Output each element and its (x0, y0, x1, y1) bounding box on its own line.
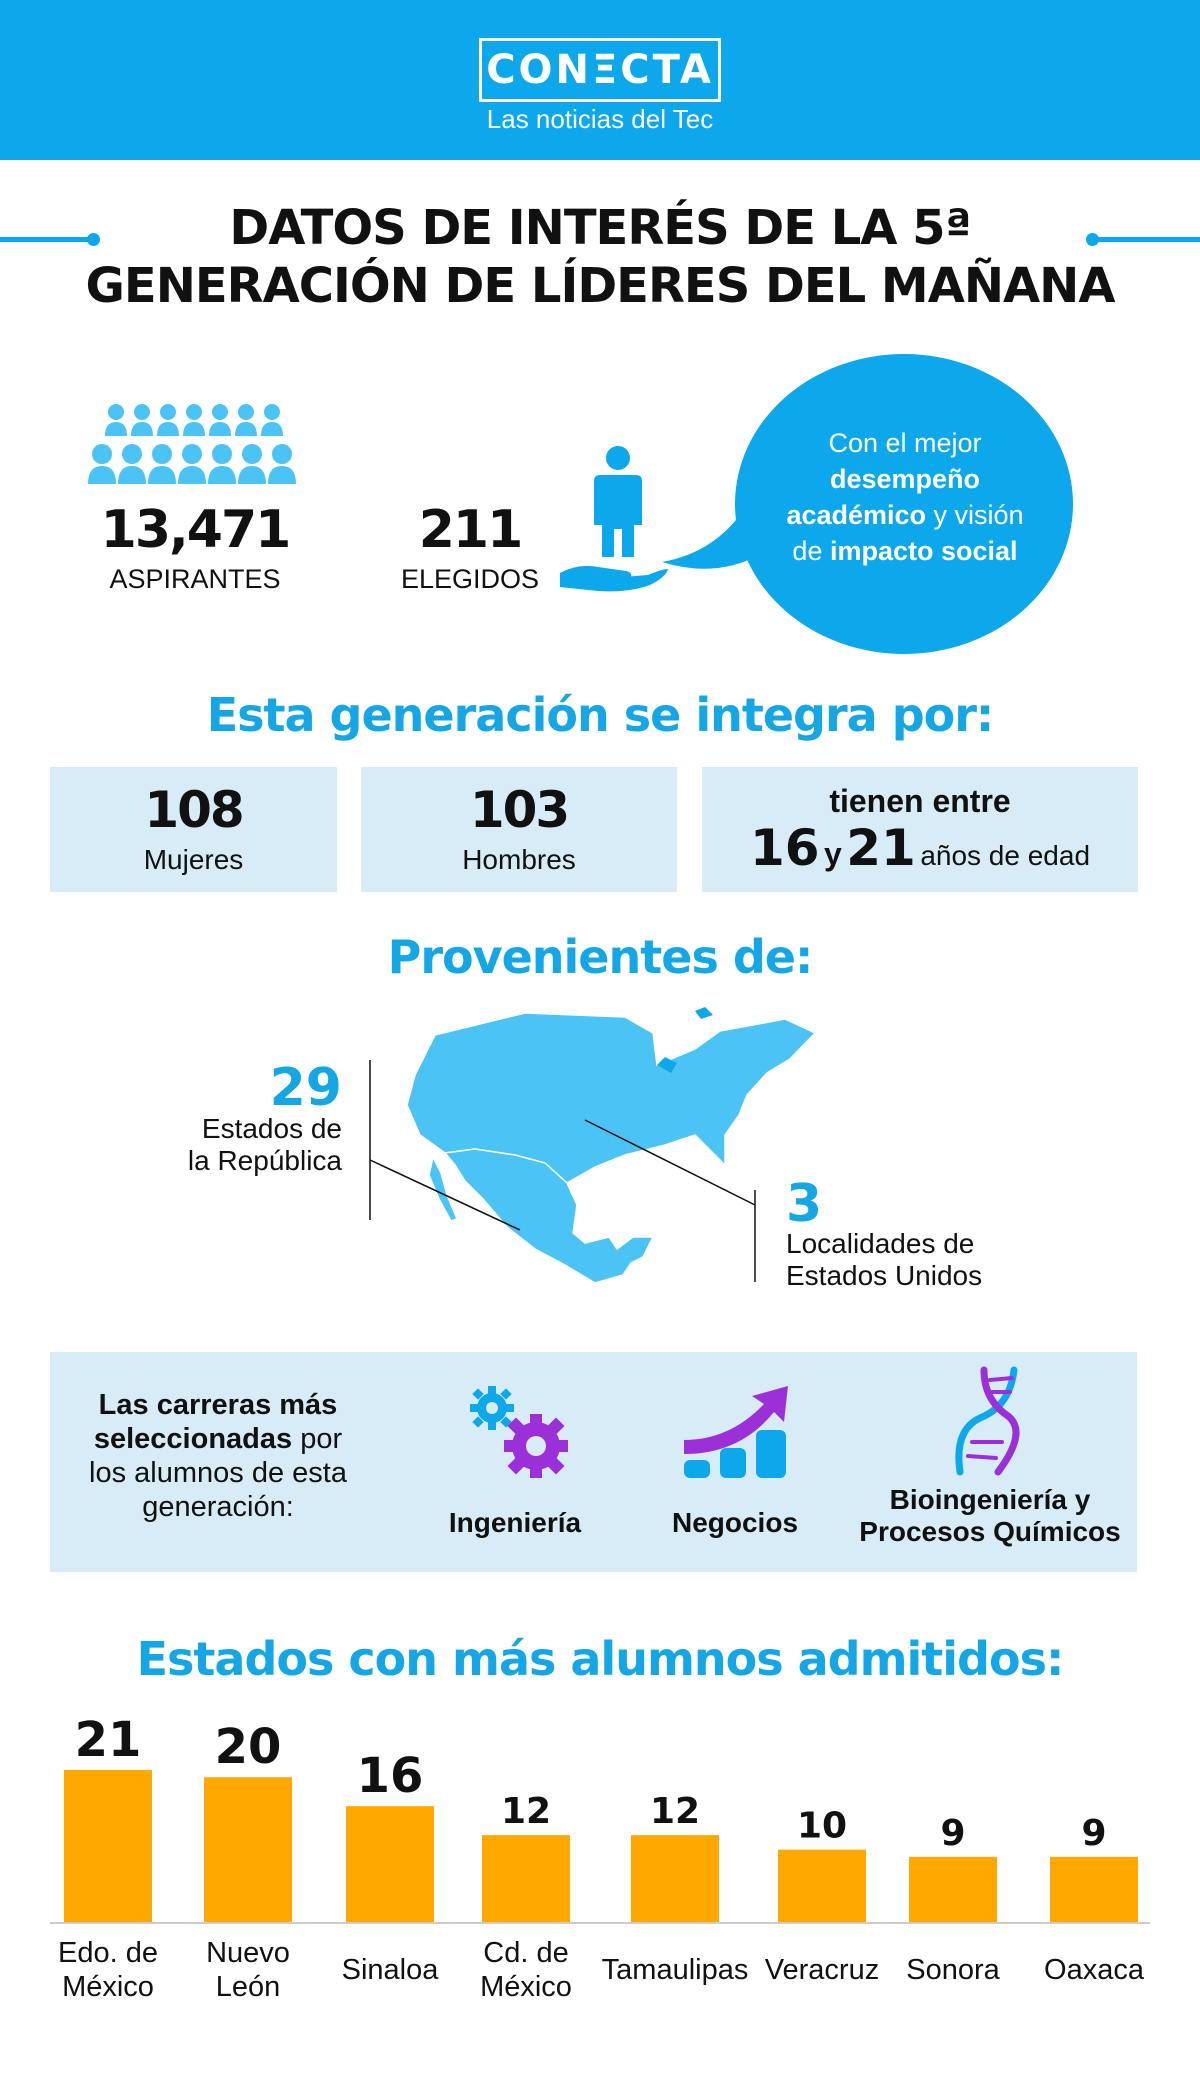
bar-1 (204, 1777, 292, 1922)
selected-count: 211 (418, 500, 524, 560)
careers-box: Las carreras más seleccionadas por los a… (50, 1352, 1137, 1572)
usa-locations-label: Localidades de Estados Unidos (786, 1228, 983, 1291)
men-count: 103 (469, 781, 570, 839)
title-dot-left (87, 233, 100, 246)
header-banner: CONΞCTA Las noticias del Tec (0, 0, 1200, 160)
dna-icon (955, 1366, 1020, 1476)
career-bioengineering-label: Bioingeniería y Procesos Químicos (859, 1484, 1121, 1547)
selected-label: ELEGIDOS (400, 564, 540, 594)
growth-chart-icon (684, 1386, 788, 1478)
person-in-hand-icon (560, 446, 668, 592)
age-range: 16 y 21 años de edad (749, 819, 1091, 877)
bar-value-3: 12 (501, 1791, 551, 1832)
category-label-7: Oaxaca (1044, 1954, 1144, 1986)
age-box: tienen entre 16 y 21 años de edad (702, 767, 1138, 892)
conecta-logo[interactable]: CONΞCTA (479, 38, 721, 102)
category-label-6: Sonora (906, 1954, 1000, 1986)
bar-value-4: 12 (650, 1791, 700, 1832)
men-label: Hombres (462, 844, 576, 875)
bubble-text: Con el mejor desempeño académico y visió… (786, 428, 1024, 566)
title-dot-right (1086, 233, 1099, 246)
mexico-states-label: Estados de la República (187, 1113, 342, 1176)
usa-locations-count: 3 (786, 1174, 823, 1234)
crowd-icon (88, 404, 296, 484)
career-engineering-label: Ingeniería (448, 1507, 582, 1538)
women-box: 108 Mujeres (50, 767, 337, 892)
bar-value-7: 9 (1081, 1813, 1106, 1854)
category-label-2: Sinaloa (341, 1954, 439, 1986)
logo-subtitle: Las noticias del Tec (486, 104, 714, 134)
category-label-0: Edo. de México (58, 1937, 158, 2003)
bar-value-1: 20 (215, 1719, 282, 1775)
bar-2 (346, 1806, 434, 1922)
category-label-5: Veracruz (764, 1954, 880, 1986)
title-rule-right (1095, 237, 1200, 242)
careers-intro: Las carreras más seleccionadas por los a… (89, 1389, 347, 1523)
women-count: 108 (144, 781, 244, 839)
bar-4 (631, 1835, 719, 1922)
applicants-label: ASPIRANTES (109, 564, 281, 594)
north-america-map (406, 1007, 817, 1284)
speech-bubble (735, 354, 1073, 654)
category-label-4: Tamaulipas (601, 1954, 749, 1986)
women-label: Mujeres (143, 844, 244, 875)
bar-5 (778, 1849, 866, 1922)
states-bar-chart: 21 20 16 12 12 10 9 9 (50, 1712, 1150, 1924)
page-title-line1: DATOS DE INTERÉS DE LA 5ª (229, 200, 971, 256)
bar-0 (64, 1770, 152, 1922)
applicants-count: 13,471 (100, 500, 292, 560)
gears-icon (470, 1386, 568, 1478)
category-label-1: Nuevo León (206, 1937, 290, 2003)
age-intro: tienen entre (829, 783, 1011, 819)
bar-3 (482, 1835, 570, 1922)
bar-value-5: 10 (797, 1806, 847, 1847)
chart-heading: Estados con más alumnos admitidos: (136, 1632, 1065, 1686)
page-title-line2: GENERACIÓN DE LÍDERES DEL MAÑANA (85, 258, 1116, 314)
career-business-label: Negocios (671, 1507, 799, 1538)
composition-heading: Esta generación se integra por: (206, 688, 995, 742)
map-leader-lines (369, 1060, 756, 1282)
bar-value-0: 21 (75, 1712, 142, 1768)
mexico-states-count: 29 (269, 1058, 342, 1118)
title-rule-left (0, 237, 92, 242)
origin-heading: Provenientes de: (387, 930, 814, 984)
bar-value-2: 16 (357, 1748, 424, 1804)
men-box: 103 Hombres (361, 767, 677, 892)
bar-6 (909, 1856, 997, 1922)
bar-7 (1050, 1856, 1138, 1922)
logo-text: CONΞCTA (486, 47, 714, 93)
bar-value-6: 9 (940, 1813, 965, 1854)
category-label-3: Cd. de México (480, 1937, 572, 2003)
